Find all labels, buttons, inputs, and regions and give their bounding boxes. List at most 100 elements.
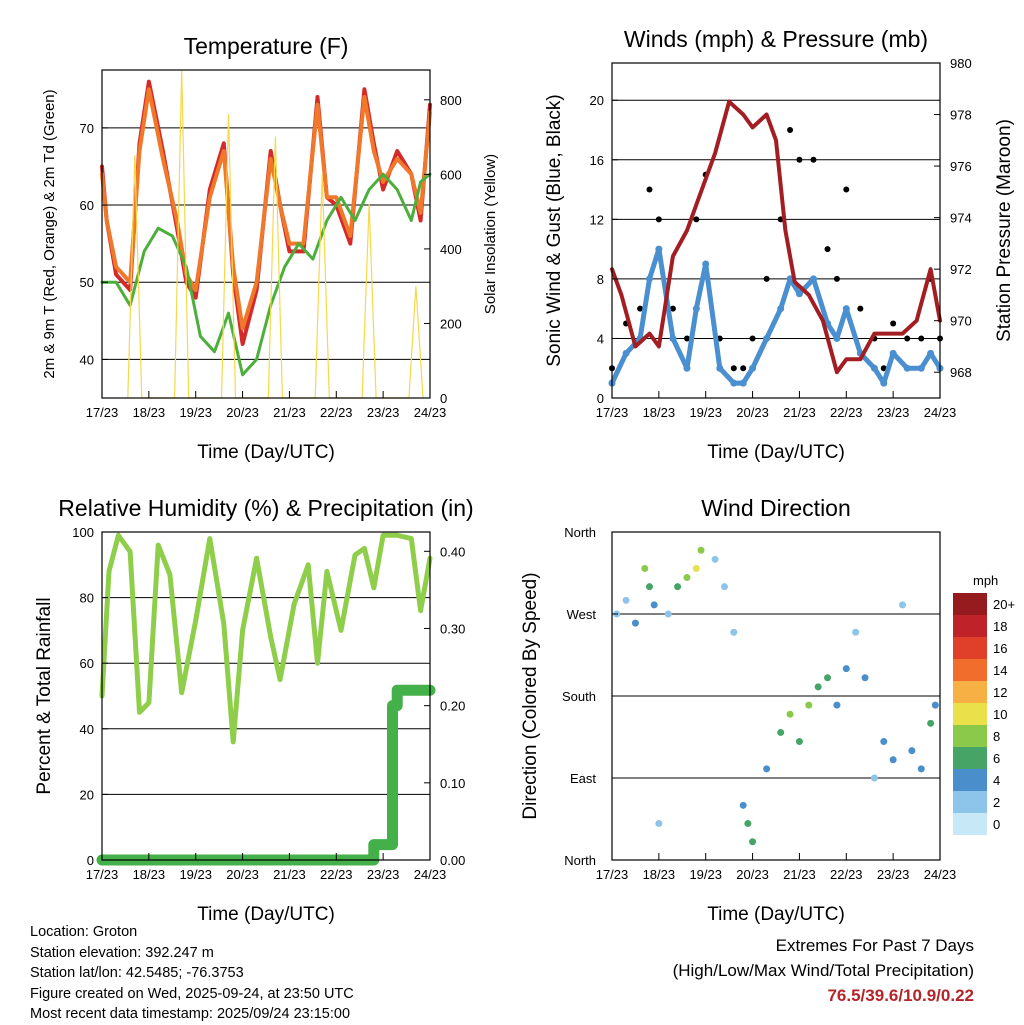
chart2-ytick-label-right: 968 — [950, 365, 972, 380]
chart2-ytick-label: 8 — [597, 272, 604, 287]
chart4-point — [833, 701, 841, 709]
chart2-ytick-label-right: 972 — [950, 262, 972, 277]
chart3-xtick-label: 20/23 — [226, 867, 259, 882]
chart1-xtick-label: 17/23 — [86, 405, 119, 420]
chart4-xtick-label: 19/23 — [689, 867, 722, 882]
chart2-point-gust — [796, 156, 803, 163]
chart4-ylabel: Direction (Colored By Speed) — [520, 572, 541, 819]
chart4-point — [852, 628, 860, 636]
chart4-ytick-label: South — [562, 689, 596, 704]
chart4-point — [697, 546, 705, 554]
chart3-series-relative-humidity — [99, 532, 433, 745]
colorbar-label: 16 — [993, 641, 1007, 656]
chart4-point — [692, 564, 700, 572]
chart1-ylabel: 2m & 9m T (Red, Orange) & 2m Td (Green) — [41, 89, 58, 378]
chart2-ytick-label-right: 974 — [950, 211, 972, 226]
chart2-ytick-label-right: 980 — [950, 56, 972, 71]
colorbar-label: 12 — [993, 685, 1007, 700]
chart4-point — [805, 701, 813, 709]
recent-timestamp: Most recent data timestamp: 2025/09/24 2… — [30, 1006, 351, 1022]
chart2-ytick-label-right: 978 — [950, 108, 972, 123]
chart2-ylabel-right: Station Pressure (Maroon) — [994, 119, 1015, 342]
extremes-title: Extremes For Past 7 Days — [775, 936, 974, 955]
chart4-point — [744, 820, 752, 828]
chart2-ytick-label: 12 — [590, 212, 604, 227]
chart4-xtick-label: 17/23 — [596, 867, 629, 882]
chart3-xtick-label: 23/23 — [367, 867, 400, 882]
chart4-ytick-label: North — [564, 525, 596, 540]
chart2-point-gust — [655, 216, 662, 223]
chart2-xtick-label: 17/23 — [596, 405, 629, 420]
chart2-point-gust — [683, 335, 690, 342]
chart1-series-9m-t — [100, 87, 432, 331]
chart3-ylabel: Percent & Total Rainfall — [34, 597, 55, 794]
chart2-point-gust — [749, 335, 756, 342]
chart3-ytick-label: 80 — [80, 591, 94, 606]
chart1-ytick-label-right: 400 — [440, 242, 462, 257]
figure-created: Figure created on Wed, 2025-09-24, at 23… — [30, 985, 354, 1002]
chart1-xtick-label: 20/23 — [226, 405, 259, 420]
colorbar-swatch — [953, 615, 987, 637]
colorbar-label: 6 — [993, 751, 1000, 766]
chart4-point — [674, 583, 682, 591]
chart2-point-gust — [669, 305, 676, 312]
chart4-xtick-label: 23/23 — [877, 867, 910, 882]
chart2-xtick-label: 20/23 — [736, 405, 769, 420]
chart4-point — [786, 710, 794, 718]
chart2-xtick-label: 19/23 — [689, 405, 722, 420]
chart3-ytick-label: 0 — [87, 853, 94, 868]
chart4-point — [861, 674, 869, 682]
chart1-ytick-label: 50 — [80, 275, 94, 290]
chart2-point-gust — [824, 246, 831, 253]
extremes-box: Extremes For Past 7 Days (High/Low/Max W… — [673, 933, 974, 1008]
colorbar-label: 2 — [993, 795, 1000, 810]
chart1-ytick-label-right: 0 — [440, 391, 447, 406]
chart4-xtick-label: 18/23 — [643, 867, 676, 882]
chart2-xtick-label: 24/23 — [924, 405, 957, 420]
chart2-point-gust — [857, 305, 864, 312]
colorbar-label: 18 — [993, 619, 1007, 634]
chart4-ytick-label: West — [567, 607, 597, 622]
chart4-point — [720, 583, 728, 591]
chart1-xlabel: Time (Day/UTC) — [197, 442, 335, 463]
colorbar-swatch — [953, 747, 987, 769]
chart2-ytick-label: 4 — [597, 331, 604, 346]
chart4-point — [824, 674, 832, 682]
chart4-ytick-label: East — [570, 771, 596, 786]
chart3-ytick-label: 40 — [80, 722, 94, 737]
colorbar-swatch — [953, 791, 987, 813]
station-elevation: Station elevation: 392.247 m — [30, 944, 214, 961]
chart3-xtick-label: 21/23 — [273, 867, 306, 882]
chart2-series-station-pressure — [610, 99, 942, 375]
chart3-ytick-label-right: 0.30 — [440, 621, 465, 636]
chart4-point — [622, 596, 630, 604]
colorbar-label: 20+ — [993, 597, 1015, 612]
chart1-xtick-label: 18/23 — [133, 405, 166, 420]
chart3-ytick-label-right: 0.10 — [440, 776, 465, 791]
chart4-point — [899, 601, 907, 609]
chart1-series-solar-insolation — [127, 69, 424, 399]
chart1-frame — [101, 69, 431, 399]
chart2-point-gust — [904, 335, 911, 342]
chart1-xtick-label: 23/23 — [367, 405, 400, 420]
chart1-title: Temperature (F) — [184, 33, 349, 59]
chart3-title: Relative Humidity (%) & Precipitation (i… — [58, 495, 473, 521]
colorbar-swatch — [953, 703, 987, 725]
chart3-ytick-label-right: 0.40 — [440, 544, 465, 559]
chart2-point-gust — [918, 335, 925, 342]
chart2-ylabel: Sonic Wind & Gust (Blue, Black) — [544, 94, 565, 366]
chart4-point — [795, 738, 803, 746]
chart4-point — [927, 719, 935, 727]
chart2-point-gust — [833, 275, 840, 282]
chart3-ytick-label-right: 0.00 — [440, 853, 465, 868]
chart4-point — [749, 838, 757, 846]
colorbar-swatch — [953, 725, 987, 747]
colorbar-title: mph — [973, 573, 998, 588]
chart2-ytick-label: 0 — [597, 391, 604, 406]
chart4-xtick-label: 22/23 — [830, 867, 863, 882]
chart4-point — [730, 628, 738, 636]
chart4-title: Wind Direction — [701, 495, 851, 521]
chart4-point — [908, 747, 916, 755]
colorbar-swatch — [953, 813, 987, 835]
chart2-xtick-label: 21/23 — [783, 405, 816, 420]
